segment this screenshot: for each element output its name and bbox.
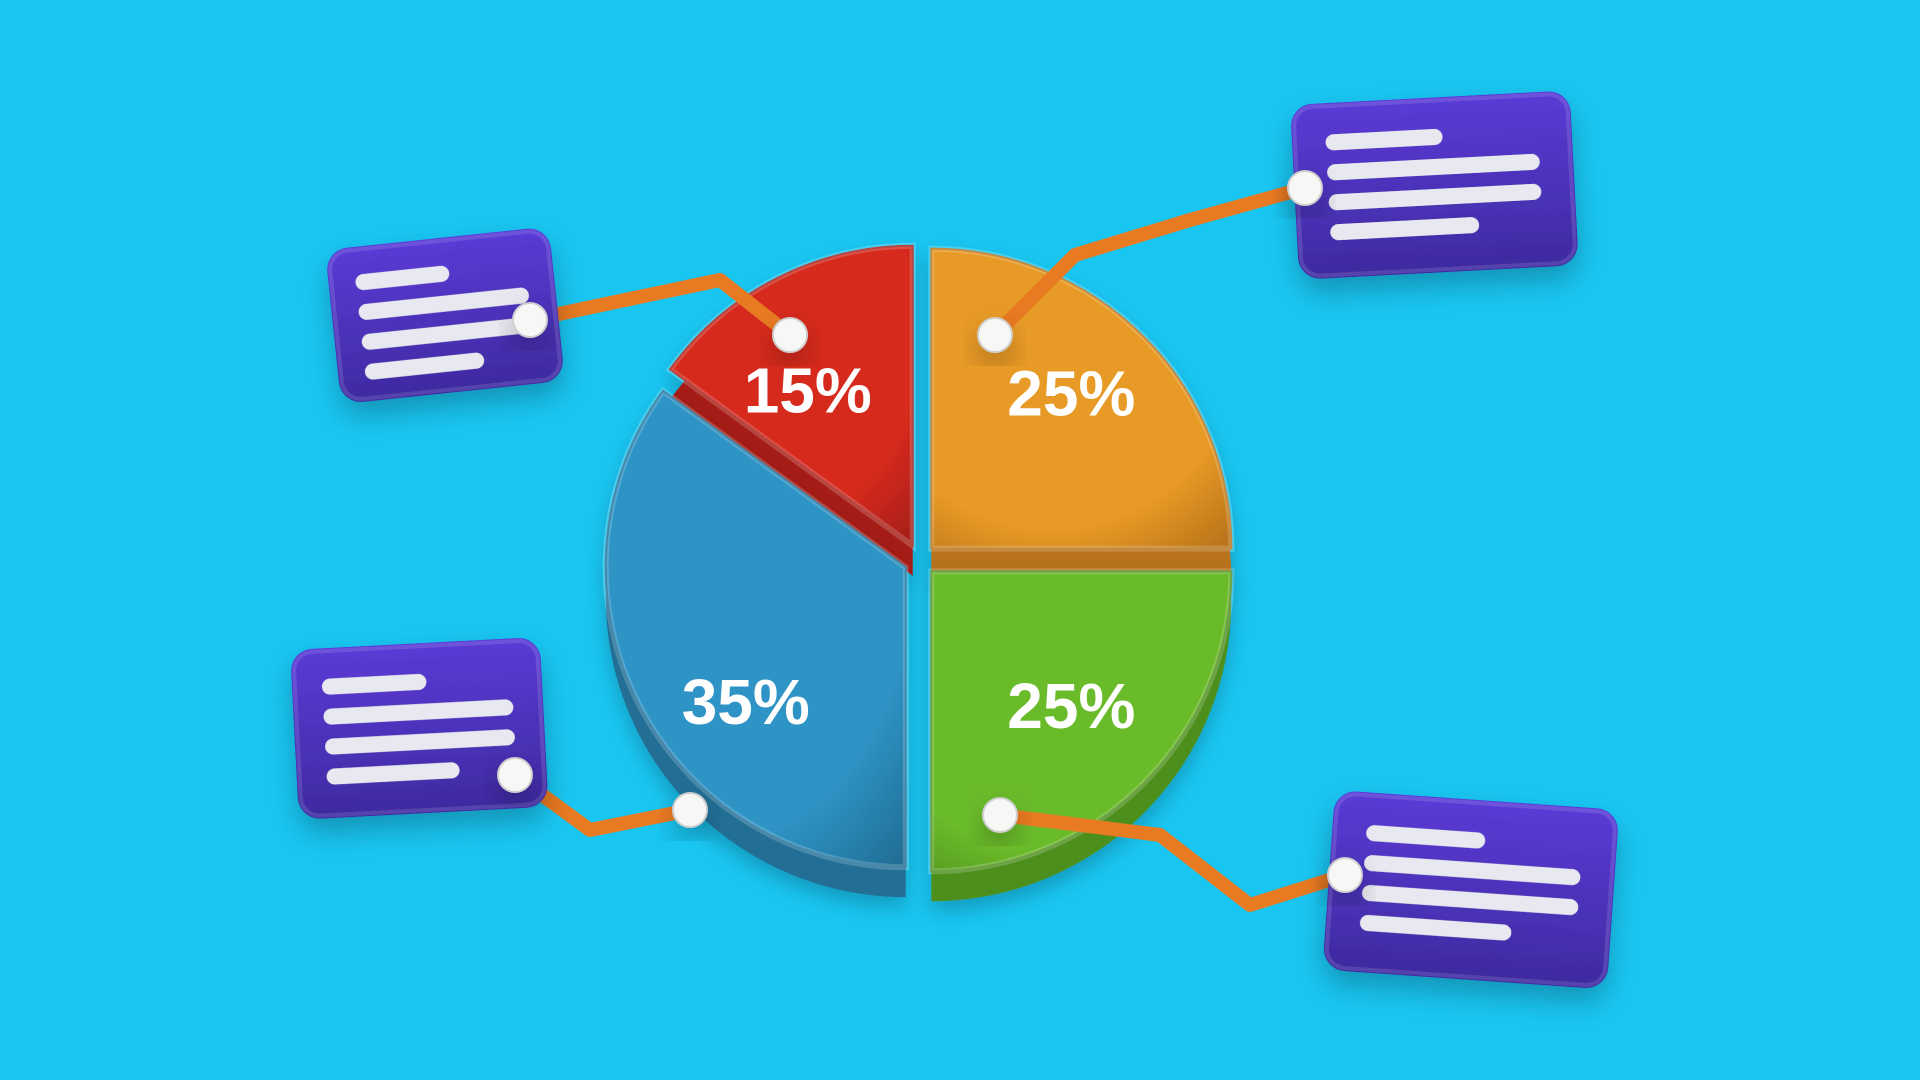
- connector-dot: [1288, 171, 1322, 205]
- slice-blue-label: 35%: [682, 666, 810, 738]
- connector-dot: [498, 758, 532, 792]
- callout-orange-card: [1290, 90, 1579, 279]
- connector-dot: [513, 303, 547, 337]
- connector-dot: [1328, 858, 1362, 892]
- connector-dot: [773, 318, 807, 352]
- connector-dot: [978, 318, 1012, 352]
- connector-dot: [673, 793, 707, 827]
- slice-red-label: 15%: [744, 355, 872, 427]
- callout-blue-card: [290, 637, 549, 820]
- pie-infographic: 15% 25% 25% 35%: [0, 0, 1920, 1080]
- slice-orange-label: 25%: [1007, 358, 1135, 430]
- slice-green-label: 25%: [1007, 670, 1135, 742]
- connector-dot: [983, 798, 1017, 832]
- callout-green-card: [1322, 790, 1619, 989]
